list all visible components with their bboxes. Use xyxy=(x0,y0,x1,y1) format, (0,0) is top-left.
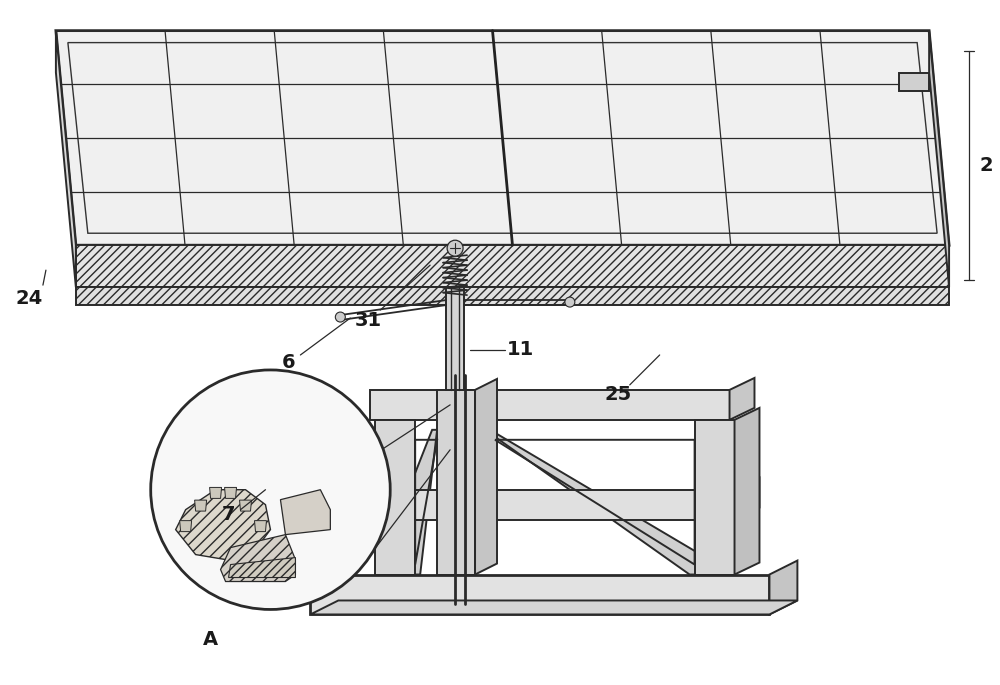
Polygon shape xyxy=(899,73,929,90)
Polygon shape xyxy=(240,500,252,511)
Polygon shape xyxy=(310,575,769,614)
Polygon shape xyxy=(280,490,330,534)
Circle shape xyxy=(447,240,463,256)
Polygon shape xyxy=(370,390,730,420)
Polygon shape xyxy=(929,31,949,287)
Polygon shape xyxy=(375,420,415,575)
Polygon shape xyxy=(56,31,949,245)
Polygon shape xyxy=(229,558,295,577)
Text: 2: 2 xyxy=(979,156,993,175)
Polygon shape xyxy=(221,534,295,582)
Polygon shape xyxy=(735,477,759,520)
Circle shape xyxy=(565,297,575,307)
Polygon shape xyxy=(437,390,475,575)
Polygon shape xyxy=(735,408,759,575)
Text: 6: 6 xyxy=(282,353,295,373)
Polygon shape xyxy=(446,287,464,390)
Polygon shape xyxy=(375,429,437,575)
Polygon shape xyxy=(695,420,735,575)
Text: 24: 24 xyxy=(15,288,43,308)
Polygon shape xyxy=(210,488,222,499)
Text: 31: 31 xyxy=(355,310,382,329)
Text: 7: 7 xyxy=(222,505,235,524)
Polygon shape xyxy=(310,601,797,614)
Polygon shape xyxy=(176,490,270,560)
Polygon shape xyxy=(254,521,266,532)
Polygon shape xyxy=(56,31,76,287)
Circle shape xyxy=(335,312,345,322)
Polygon shape xyxy=(375,490,735,520)
Circle shape xyxy=(151,370,390,610)
Polygon shape xyxy=(225,488,237,499)
Polygon shape xyxy=(485,429,735,575)
Polygon shape xyxy=(76,245,949,287)
Polygon shape xyxy=(475,379,497,575)
Polygon shape xyxy=(195,500,207,511)
Text: 11: 11 xyxy=(506,340,534,360)
Polygon shape xyxy=(730,378,754,420)
Polygon shape xyxy=(769,560,797,614)
Text: A: A xyxy=(203,630,218,649)
Polygon shape xyxy=(76,287,949,305)
Polygon shape xyxy=(180,521,192,532)
Text: 25: 25 xyxy=(604,386,631,404)
